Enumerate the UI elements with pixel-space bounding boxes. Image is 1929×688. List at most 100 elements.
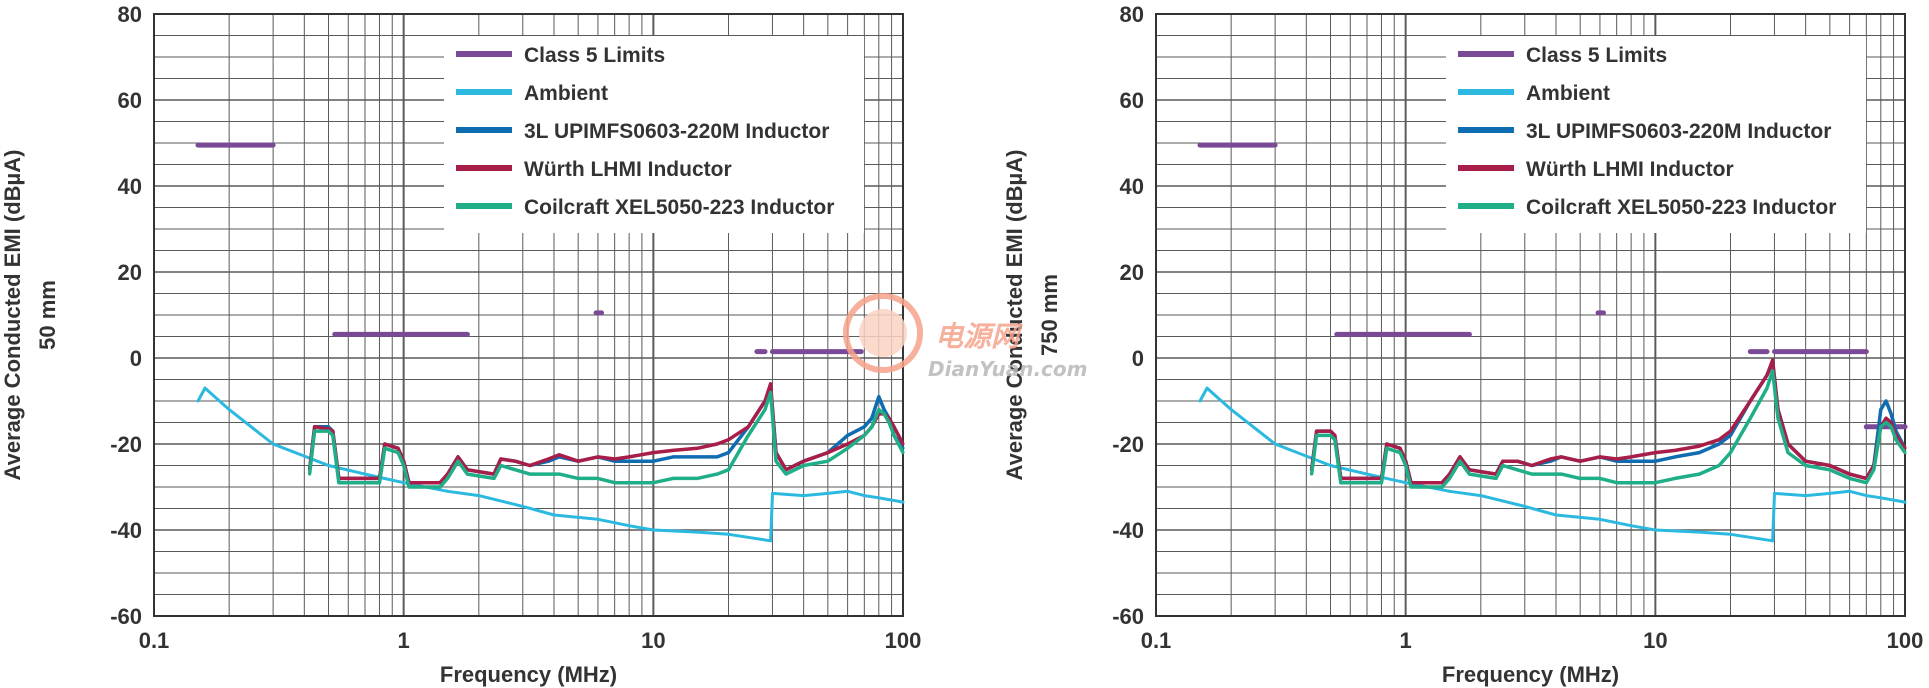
ambient-point (877, 496, 881, 500)
ambient-point (1653, 528, 1657, 532)
coilcraft-inductor-point (1771, 369, 1775, 373)
coilcraft-inductor-point (769, 390, 773, 394)
x-tick-label: 10 (641, 628, 665, 653)
y-tick-label: 0 (1132, 346, 1144, 371)
coilcraft-inductor-point (1548, 472, 1552, 476)
wurth-inductor-point (746, 425, 750, 429)
ambient-point (327, 464, 330, 467)
legend-label-coilcraft-inductor: Coilcraft XEL5050-223 Inductor (1526, 196, 1836, 219)
wurth-inductor-point (1748, 399, 1752, 403)
ambient-point (271, 442, 275, 446)
coilcraft-inductor-point (1333, 438, 1337, 442)
wurth-inductor-point (1848, 472, 1852, 476)
wurth-inductor-point (438, 481, 442, 485)
ambient-point (1848, 489, 1852, 493)
upimfs-inductor-point (1729, 433, 1732, 437)
data-series (1197, 142, 1908, 543)
upimfs-inductor-point (1653, 459, 1657, 463)
ambient-line (1198, 386, 1906, 543)
coilcraft-inductor-point (1448, 476, 1452, 480)
coilcraft-inductor-point (308, 472, 312, 476)
wurth-inductor-point (1385, 442, 1389, 446)
coilcraft-inductor-point (1598, 476, 1602, 480)
ambient-point (1329, 464, 1332, 467)
coilcraft-inductor-point (1404, 464, 1408, 467)
ambient-point (1198, 399, 1202, 403)
wurth-inductor-point (769, 382, 773, 386)
coilcraft-inductor-point (1776, 416, 1780, 420)
ambient-point (769, 539, 773, 543)
coilcraft-inductor-point (1717, 464, 1721, 467)
y-tick-label: -60 (1112, 604, 1144, 629)
coilcraft-inductor-point (378, 481, 381, 485)
legend-background (1446, 36, 1866, 233)
x-tick-label: 100 (1887, 628, 1924, 653)
coilcraft-inductor-point (870, 425, 874, 429)
wurth-inductor-line (1309, 358, 1907, 485)
coilcraft-inductor-point (882, 412, 886, 416)
coilcraft-inductor-point (1494, 476, 1498, 480)
coilcraft-inductor-point (715, 472, 719, 476)
ambient-point (1554, 513, 1558, 517)
coilcraft-inductor-point (1329, 433, 1332, 437)
coilcraft-inductor-point (746, 433, 750, 437)
wurth-inductor-point (826, 451, 830, 455)
ambient-point (521, 504, 525, 508)
y-tick-label: 80 (1120, 2, 1144, 27)
x-tick-label: 1 (1400, 628, 1412, 653)
ambient-point (1773, 491, 1776, 495)
coilcraft-inductor-point (1748, 416, 1752, 420)
wurth-inductor-point (1771, 358, 1775, 362)
ambient-point (1205, 386, 1209, 390)
wurth-inductor-point (528, 464, 532, 467)
wurth-inductor-point (1458, 455, 1462, 459)
coilcraft-inductor-point (826, 459, 830, 463)
wurth-inductor-point (901, 442, 905, 446)
x-axis-label: Frequency (MHz) (1442, 662, 1619, 687)
y-tick-label: 20 (118, 260, 142, 285)
upimfs-inductor-point (1889, 412, 1893, 416)
ambient-point (695, 530, 699, 534)
ambient-point (1365, 472, 1369, 476)
y-axis-sublabel: 50 mm (35, 280, 60, 350)
coilcraft-inductor-point (1848, 476, 1852, 480)
wurth-inductor-point (727, 438, 730, 442)
wurth-inductor-point (1673, 448, 1677, 452)
upimfs-inductor-point (727, 451, 730, 455)
coilcraft-inductor-point (438, 485, 442, 489)
coilcraft-inductor-point (784, 472, 788, 476)
wurth-inductor-point (313, 425, 317, 429)
coilcraft-inductor-point (1398, 451, 1402, 455)
wurth-inductor-point (1717, 438, 1721, 442)
y-tick-label: -40 (1112, 518, 1144, 543)
wurth-inductor-point (613, 457, 617, 461)
wurth-inductor-point (846, 442, 850, 446)
coilcraft-inductor-point (727, 468, 730, 472)
wurth-inductor-point (1501, 459, 1505, 463)
ambient-point (446, 489, 450, 493)
ambient-point (1229, 408, 1233, 412)
wurth-inductor-point (383, 442, 387, 446)
wurth-inductor-point (1615, 457, 1619, 461)
coilcraft-inductor-point (576, 476, 580, 480)
wurth-inductor-point (1333, 433, 1337, 437)
ambient-point (1598, 517, 1602, 521)
watermark-logo: 电源网 DianYuan.com (843, 293, 1087, 381)
coilcraft-inductor-point (763, 408, 767, 412)
watermark-en-text: DianYuan.com (928, 357, 1087, 381)
coilcraft-inductor-point (1729, 451, 1732, 455)
coilcraft-inductor-point (862, 433, 866, 437)
coilcraft-inductor-point (1315, 433, 1319, 437)
y-tick-label: -20 (1112, 432, 1144, 457)
upimfs-inductor-point (870, 416, 874, 420)
x-tick-label: 10 (1643, 628, 1667, 653)
coilcraft-inductor-point (1889, 425, 1893, 429)
watermark-ring-icon (843, 293, 923, 373)
ambient-point (1697, 530, 1701, 534)
ambient-point (727, 532, 730, 536)
coilcraft-inductor-point (627, 481, 631, 485)
coilcraft-inductor-point (1903, 451, 1907, 455)
coilcraft-inductor-point (1339, 481, 1343, 485)
wurth-inductor-point (1828, 464, 1832, 467)
